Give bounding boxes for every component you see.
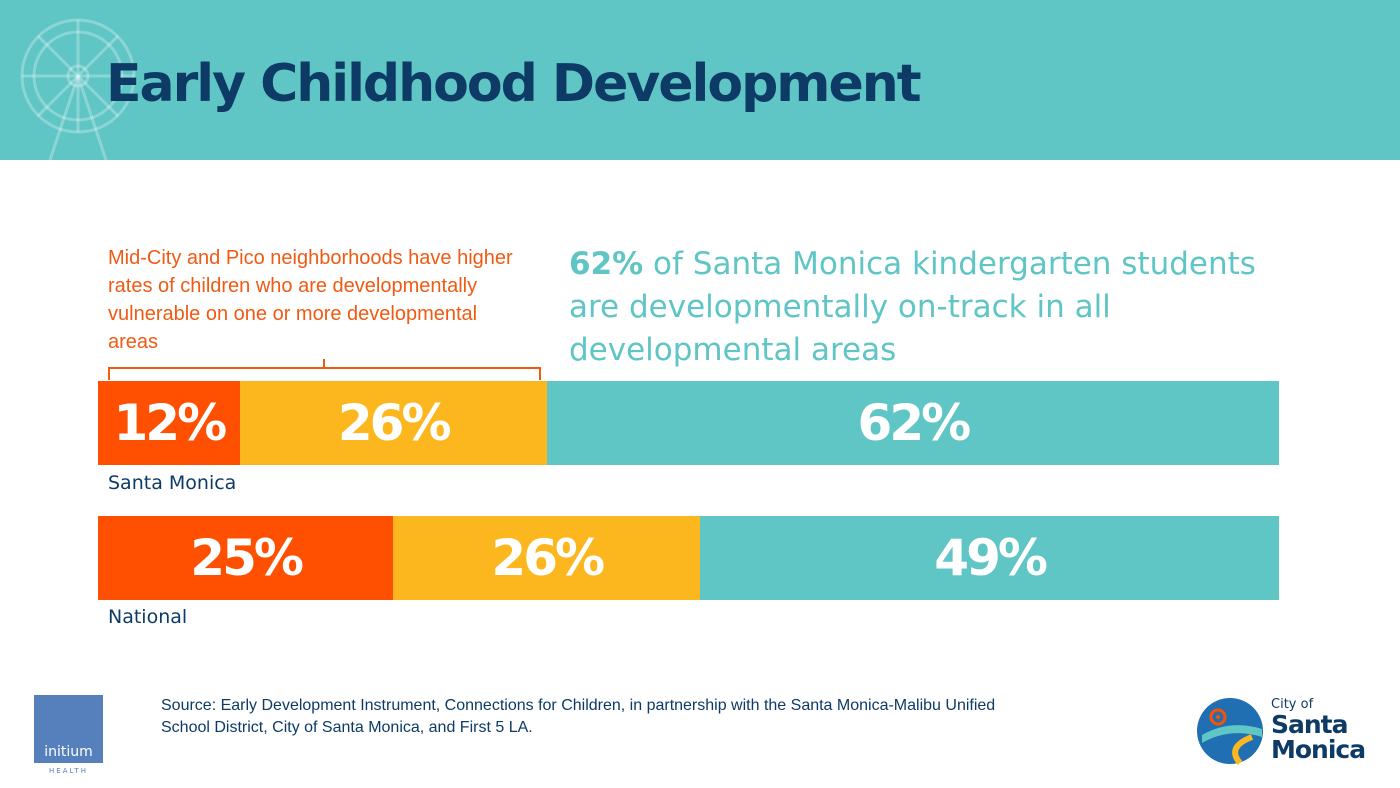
- data-label: 62%: [857, 394, 972, 452]
- logo-santa: Santa: [1271, 710, 1349, 739]
- data-label: 49%: [934, 529, 1048, 587]
- header-banner: Early Childhood Development: [0, 0, 1400, 160]
- headline: 62% of Santa Monica kindergarten student…: [569, 243, 1289, 372]
- bar-segment-on-track: 62%: [546, 381, 1279, 465]
- data-label: 26%: [337, 394, 452, 452]
- bar-segment-vulnerable: 12%: [98, 381, 240, 465]
- logo-monica: Monica: [1271, 735, 1366, 764]
- callout-bracket: [108, 359, 541, 380]
- bar-segment-at-risk: 26%: [393, 516, 701, 600]
- bar-segment-vulnerable: 25%: [98, 516, 394, 600]
- data-label: 25%: [190, 529, 304, 587]
- bar-segment-at-risk: 26%: [239, 381, 547, 465]
- page-title: Early Childhood Development: [106, 54, 922, 114]
- stacked-bar-national: 25% 26% 49%: [98, 516, 1279, 600]
- santa-monica-logo-text: City of Santa Monica: [1271, 697, 1366, 764]
- logo-city-of: City of: [1271, 697, 1314, 712]
- headline-percent: 62%: [569, 246, 644, 282]
- data-label: 26%: [491, 529, 605, 587]
- data-label: 12%: [113, 394, 228, 452]
- bar-label-national: National: [108, 606, 188, 628]
- bar-label-santa-monica: Santa Monica: [108, 472, 237, 494]
- santa-monica-logo-icon: [1197, 698, 1263, 765]
- initium-logo-sub: HEALTH: [49, 767, 88, 775]
- source-note: Source: Early Development Instrument, Co…: [161, 697, 996, 736]
- ferris-wheel-icon: [20, 18, 136, 160]
- callout-text: Mid-City and Pico neighborhoods have hig…: [108, 247, 513, 353]
- bar-segment-on-track: 49%: [700, 516, 1279, 600]
- headline-text: of Santa Monica kindergarten students ar…: [569, 246, 1256, 368]
- initium-health-logo: initium: [34, 695, 103, 763]
- initium-logo-word: initium: [44, 744, 93, 760]
- stacked-bar-santa-monica: 12% 26% 62%: [98, 381, 1279, 465]
